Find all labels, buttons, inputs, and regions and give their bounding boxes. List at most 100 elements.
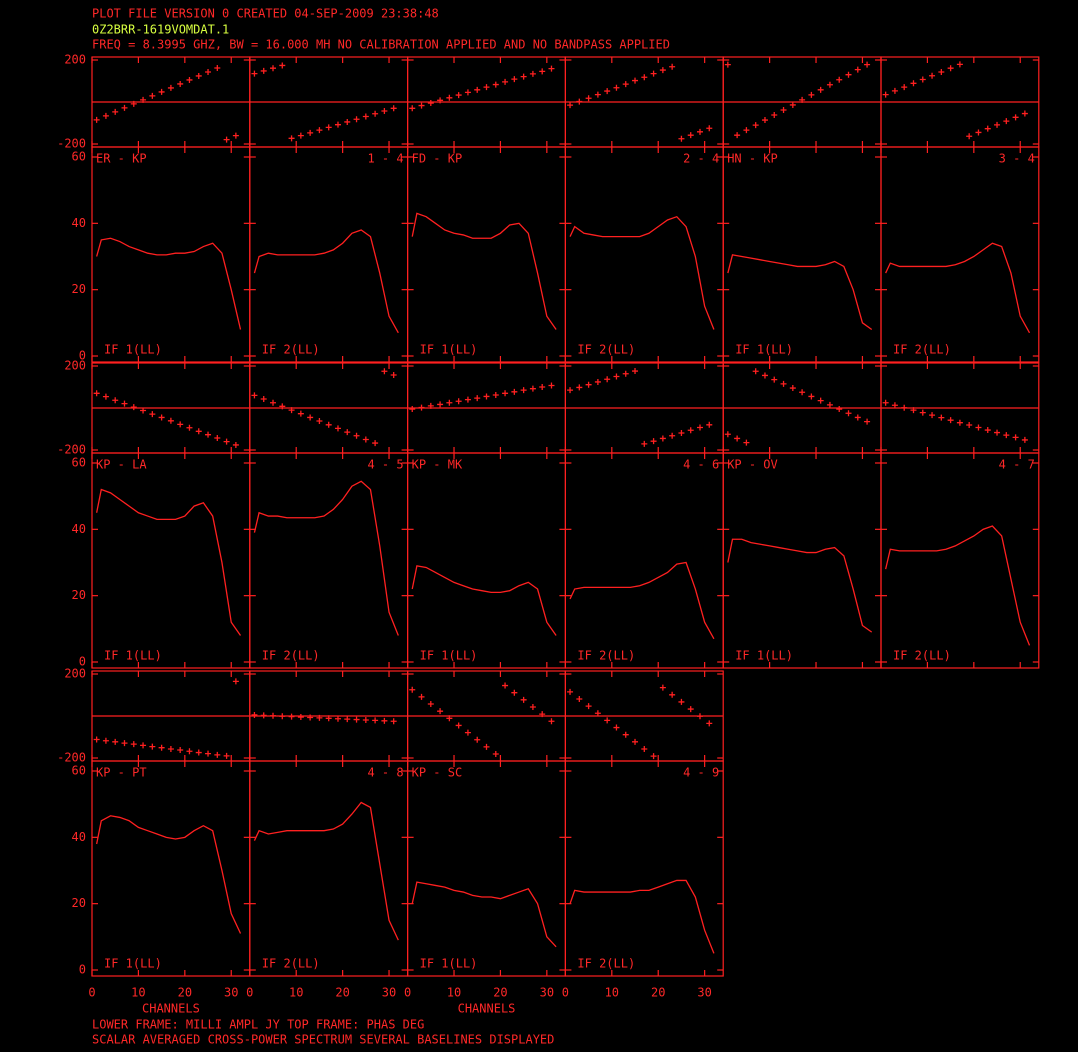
phase-point [93, 116, 100, 123]
phase-point [780, 380, 787, 387]
phase-point [604, 88, 611, 95]
if-label: IF 2(LL) [893, 649, 951, 663]
phase-point [548, 382, 555, 389]
phase-point [789, 385, 796, 392]
phase-point [929, 72, 936, 79]
phase-point [288, 407, 295, 414]
phase-point [919, 76, 926, 83]
x-tick-label: 10 [131, 986, 145, 1000]
phase-point [93, 390, 100, 397]
amplitude-line [253, 480, 399, 636]
x-tick-label: 0 [246, 986, 253, 1000]
phase-point [502, 390, 509, 397]
x-tick-label: 10 [605, 986, 619, 1000]
if-label: IF 2(LL) [262, 649, 320, 663]
phase-point [102, 112, 109, 119]
amplitude-frame [249, 760, 409, 977]
phase-point [520, 387, 527, 394]
phase-point [279, 713, 286, 720]
phase-point [483, 84, 490, 91]
phase-point [195, 72, 202, 79]
phase-point [483, 393, 490, 400]
x-tick-label: 0 [562, 986, 569, 1000]
phase-point [362, 436, 369, 443]
header-line: PLOT FILE VERSION 0 CREATED 04-SEP-2009 … [92, 7, 439, 21]
phase-point [817, 397, 824, 404]
x-tick-label: 20 [651, 986, 665, 1000]
phase-point [464, 89, 471, 96]
phase-point [984, 427, 991, 434]
phase-point [882, 399, 889, 406]
phase-point [529, 703, 536, 710]
phase-point [195, 749, 202, 756]
phase-point [696, 424, 703, 431]
phase-point [260, 67, 267, 74]
phase-point [455, 92, 462, 99]
phase-point [437, 97, 444, 104]
phase-point [130, 100, 137, 107]
phase-point [372, 110, 379, 117]
phase-point [121, 104, 128, 111]
phase-point [112, 397, 119, 404]
phase-point [232, 132, 239, 139]
phase-point [502, 78, 509, 85]
phase-point [706, 421, 713, 428]
phase-point [919, 409, 926, 416]
phase-point [177, 747, 184, 754]
phase-point [260, 395, 267, 402]
phase-point [140, 407, 147, 414]
phase-point [650, 438, 657, 445]
phase-point [975, 424, 982, 431]
amplitude-line [253, 801, 399, 941]
phase-point [334, 715, 341, 722]
phase-point [752, 122, 759, 129]
x-tick-label: 20 [178, 986, 192, 1000]
phase-point [604, 717, 611, 724]
amplitude-frame [722, 146, 882, 363]
phase-point [659, 684, 666, 691]
phase-point [149, 92, 156, 99]
footer-line: LOWER FRAME: MILLI AMPL JY TOP FRAME: PH… [92, 1018, 424, 1032]
amplitude-frame [407, 452, 567, 669]
x-tick-label: 20 [493, 986, 507, 1000]
y-tick-label: 20 [72, 896, 86, 910]
header-line: FREQ = 8.3995 GHZ, BW = 16.000 MH NO CAL… [92, 38, 670, 52]
phase-point [799, 389, 806, 396]
phase-point [418, 404, 425, 411]
phase-point [947, 65, 954, 72]
amplitude-line [411, 881, 557, 948]
header-line: 0Z2BRR-1619VOMDAT.1 [92, 23, 229, 37]
phase-point [947, 417, 954, 424]
phase-point [390, 105, 397, 112]
amplitude-frame [91, 452, 251, 669]
phase-point [696, 713, 703, 720]
amplitude-frame [564, 760, 724, 977]
if-label: IF 1(LL) [104, 957, 162, 971]
phase-point [372, 717, 379, 724]
y-tick-label: -200 [57, 751, 86, 765]
phase-point [743, 439, 750, 446]
phase-point [130, 741, 137, 748]
phase-point [93, 736, 100, 743]
phase-point [344, 716, 351, 723]
phase-point [659, 67, 666, 74]
x-tick-label: 20 [335, 986, 349, 1000]
if-label: IF 2(LL) [577, 649, 635, 663]
phase-point [205, 750, 212, 757]
amplitude-frame [249, 452, 409, 669]
if-label: IF 1(LL) [420, 343, 478, 357]
phase-point [771, 376, 778, 383]
y-tick-label: 40 [72, 522, 86, 536]
phase-point [390, 372, 397, 379]
phase-point [641, 74, 648, 81]
phase-point [696, 128, 703, 135]
if-label: IF 2(LL) [262, 343, 320, 357]
phase-point [520, 73, 527, 80]
phase-point [613, 373, 620, 380]
phase-point [826, 81, 833, 88]
y-tick-label: 0 [79, 349, 86, 363]
y-tick-label: -200 [57, 443, 86, 457]
y-tick-label: 40 [72, 216, 86, 230]
phase-point [659, 435, 666, 442]
phase-point [520, 696, 527, 703]
